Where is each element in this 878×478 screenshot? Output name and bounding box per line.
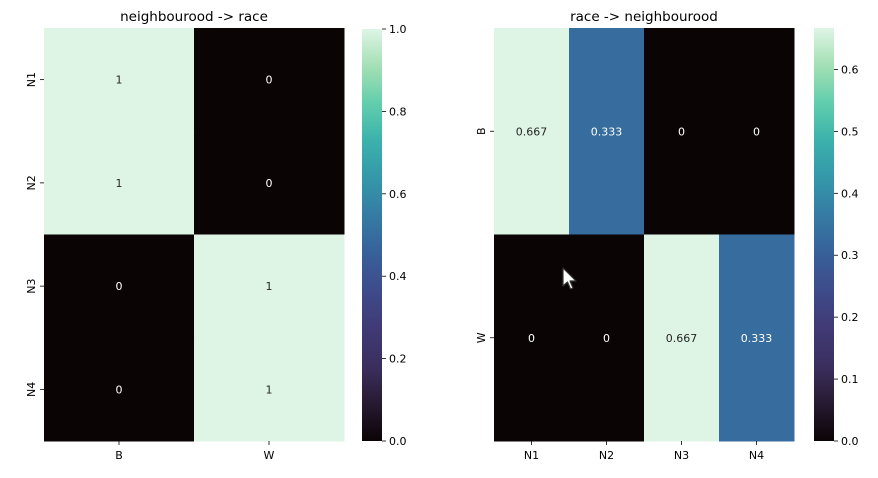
heatmap-cell (494, 234, 570, 442)
cell-annotation: 0 (266, 74, 273, 87)
heatmap-cell (569, 28, 645, 235)
cell-annotation: 0.333 (591, 125, 623, 138)
colorbar-tick-label: 0.6 (389, 188, 407, 201)
heatmap-cell (194, 28, 345, 132)
cell-annotation: 1 (116, 74, 123, 87)
colorbar-tick-label: 0.3 (841, 249, 859, 262)
colorbar-tick-label: 0.4 (389, 270, 407, 283)
heatmap-cell (194, 337, 345, 442)
colorbar-tick-label: 0.2 (841, 311, 859, 324)
cell-annotation: 0 (116, 280, 123, 293)
y-tick-label: N2 (25, 175, 38, 190)
cell-annotation: 1 (266, 383, 273, 396)
colorbar-tick-label: 0.6 (841, 63, 859, 76)
y-tick-label: N3 (25, 279, 38, 294)
colorbar-tick-label: 0.4 (841, 187, 859, 200)
heatmap-cell (644, 28, 720, 235)
x-tick-label: W (264, 449, 275, 462)
colorbar-tick-label: 0.0 (389, 435, 407, 448)
heatmap-neighbourhood-to-race: neighbourood -> race 1 0 1 0 0 1 0 1 B W N1 N2 N3 N4 0.… (25, 9, 407, 462)
heatmap-cell (644, 234, 720, 442)
cell-annotation: 0 (528, 332, 535, 345)
y-tick-label: N1 (25, 72, 38, 87)
cell-annotation: 0.667 (666, 332, 698, 345)
heatmap-cell (44, 337, 195, 442)
heatmap-cell (44, 131, 195, 235)
heatmap-cell (569, 234, 645, 442)
cell-annotation: 1 (116, 177, 123, 190)
heatmap-cell (719, 234, 795, 442)
y-tick-label: W (475, 332, 488, 343)
heatmap-cell (194, 234, 345, 339)
colorbar-tick-label: 0.0 (841, 435, 859, 448)
chart-title: race -> neighbourood (570, 9, 718, 25)
cell-annotation: 0 (116, 383, 123, 396)
cell-annotation: 1 (266, 280, 273, 293)
colorbar-tick-label: 1.0 (389, 23, 407, 36)
y-tick-label: B (475, 127, 488, 135)
colorbar-tick-label: 0.8 (389, 105, 407, 118)
heatmap-cell (719, 28, 795, 235)
colorbar (814, 28, 834, 441)
mouse-pointer-icon (562, 267, 577, 290)
cell-annotation: 0 (266, 177, 273, 190)
colorbar-tick-label: 0.2 (389, 353, 407, 366)
cell-annotation: 0 (678, 125, 685, 138)
heatmap-cell (44, 28, 195, 132)
heatmap-race-to-neighbourhood: race -> neighbourood 0.667 0.333 0 0 0 0 0.667 0… (475, 9, 859, 462)
x-tick-label: B (115, 449, 123, 462)
cell-annotation: 0 (753, 125, 760, 138)
heatmap-cell (44, 234, 195, 339)
x-tick-label: N2 (599, 449, 614, 462)
x-tick-label: N3 (674, 449, 689, 462)
cell-annotation: 0.333 (741, 332, 773, 345)
colorbar (362, 29, 382, 441)
y-tick-label: N4 (25, 382, 38, 397)
heatmap-cell (494, 28, 570, 235)
colorbar-tick-label: 0.5 (841, 125, 859, 138)
colorbar-tick-label: 0.1 (841, 373, 859, 386)
heatmap-cell (194, 131, 345, 235)
x-tick-label: N1 (524, 449, 539, 462)
x-tick-label: N4 (749, 449, 764, 462)
chart-title: neighbourood -> race (120, 9, 268, 25)
cell-annotation: 0.667 (516, 125, 548, 138)
cell-annotation: 0 (603, 332, 610, 345)
